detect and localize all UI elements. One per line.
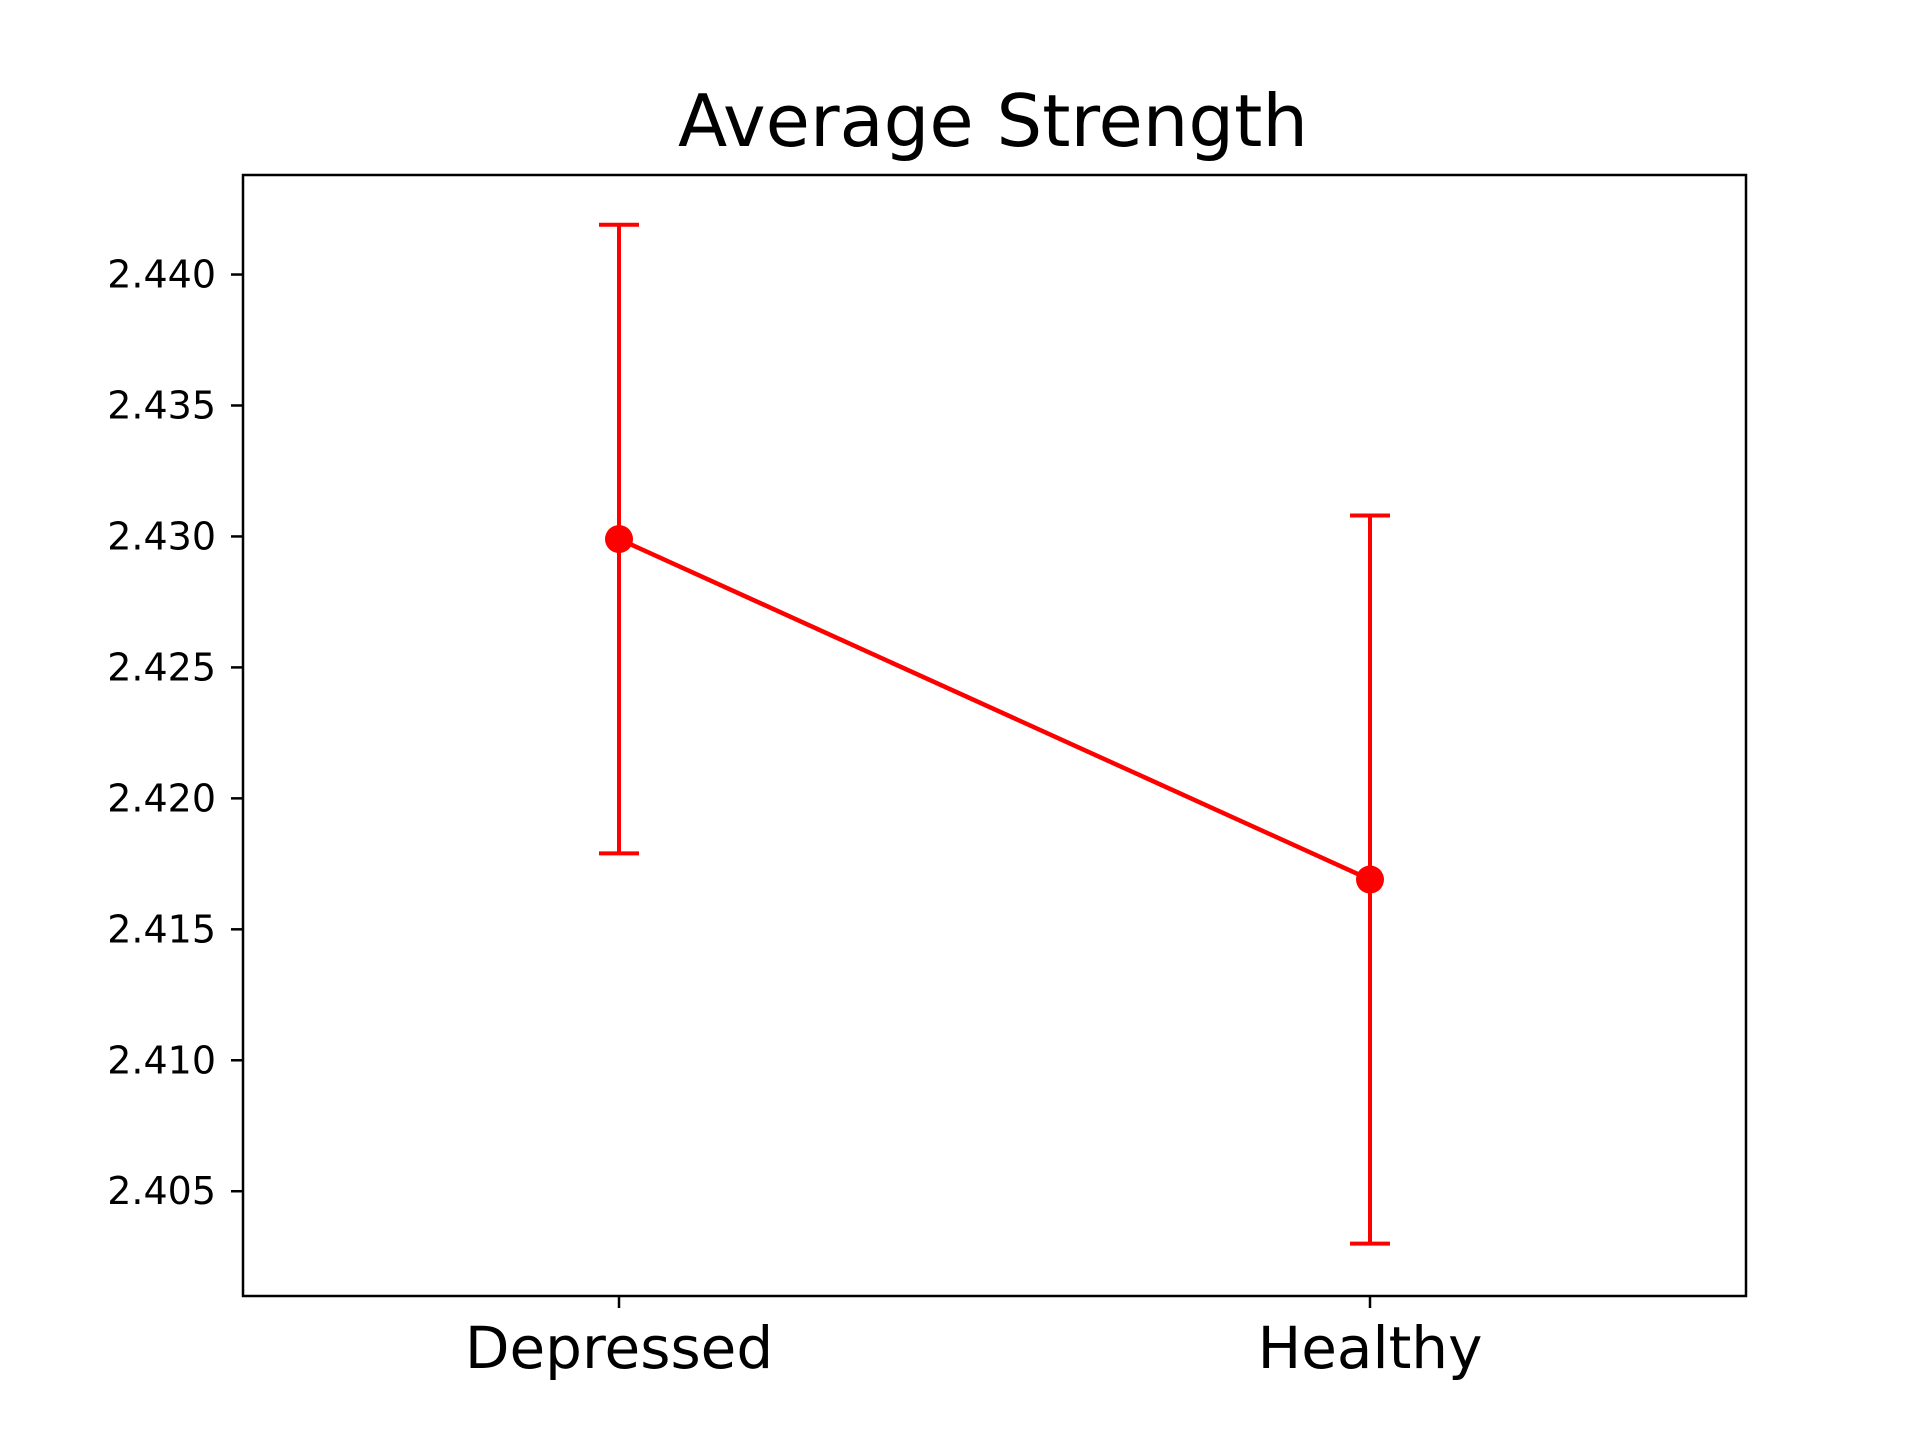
series-line (618, 537, 1371, 882)
plot-area-frame (241, 173, 1748, 1298)
x-tick-label: Healthy (1258, 1314, 1483, 1382)
y-tick-label: 2.430 (107, 514, 216, 558)
data-point (605, 525, 633, 554)
chart-title: Average Strength (678, 79, 1308, 163)
y-tick-label: 2.420 (107, 776, 216, 820)
series-layer (605, 525, 1384, 894)
y-tick-label: 2.440 (107, 253, 216, 297)
y-tick-label: 2.415 (107, 907, 216, 951)
y-tick-label: 2.410 (107, 1038, 216, 1082)
y-tick-label: 2.425 (107, 645, 216, 689)
x-axis: Depressed Healthy (465, 1296, 1483, 1382)
error-bars (599, 222, 1390, 1246)
data-point (1356, 865, 1384, 894)
x-tick-label: Depressed (465, 1314, 773, 1382)
y-axis: 2.405 2.410 2.415 2.420 2.425 2.430 2.435 2.440 (107, 253, 243, 1213)
y-tick-label: 2.435 (107, 383, 216, 427)
y-tick-label: 2.405 (107, 1169, 216, 1213)
